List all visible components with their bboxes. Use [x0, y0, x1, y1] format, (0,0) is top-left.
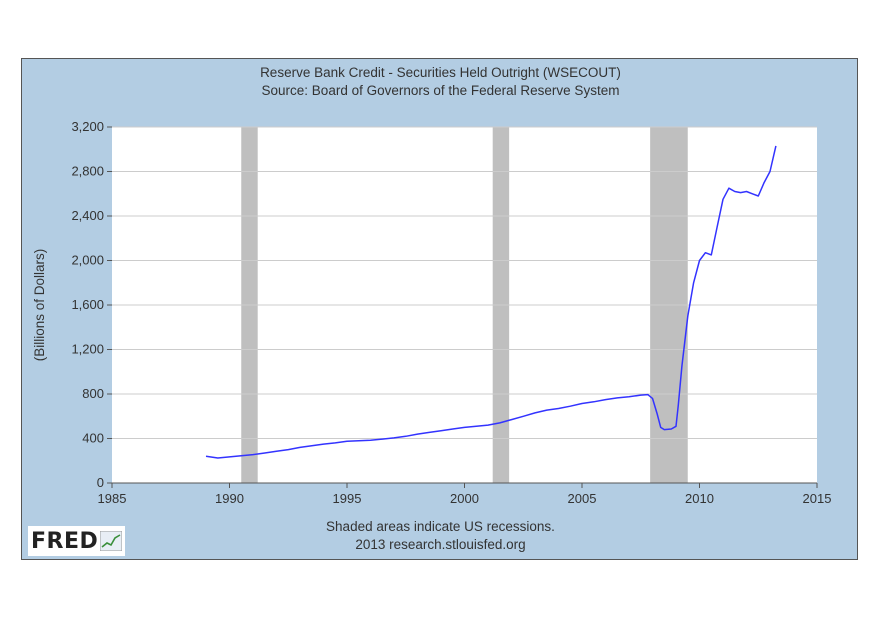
chart-subtitle: Source: Board of Governors of the Federa… — [261, 83, 620, 98]
source-url: 2013 research.stlouisfed.org — [355, 537, 526, 552]
y-tick-label: 2,000 — [71, 253, 104, 268]
chart-title: Reserve Bank Credit - Securities Held Ou… — [260, 65, 621, 80]
x-tick-label: 2010 — [685, 491, 714, 506]
mini-chart-icon — [100, 531, 123, 551]
y-tick-label: 0 — [97, 475, 104, 490]
y-tick-label: 2,400 — [71, 208, 104, 223]
series-line — [205, 145, 777, 459]
y-tick-label: 1,600 — [71, 297, 104, 312]
chart-plot: 0 400 800 1,200 1,600 2,000 2,400 2,800 3,200 198… — [32, 119, 832, 506]
x-tick-label: 1985 — [98, 491, 127, 506]
x-tick-label: 2000 — [450, 491, 479, 506]
x-tick-label: 2005 — [568, 491, 597, 506]
y-tick-label: 800 — [82, 386, 104, 401]
y-tick-label: 400 — [82, 431, 104, 446]
y-tick-label: 3,200 — [71, 119, 104, 134]
x-tick-label: 1990 — [215, 491, 244, 506]
y-tick-label: 1,200 — [71, 342, 104, 357]
y-tick-label: 2,800 — [71, 164, 104, 179]
y-axis-label: (Billions of Dollars) — [32, 249, 47, 362]
x-tick-label: 1995 — [333, 491, 362, 506]
chart-frame: Reserve Bank Credit - Securities Held Ou… — [21, 58, 858, 560]
recession-note: Shaded areas indicate US recessions. — [326, 519, 555, 534]
fred-logo-text: FRED — [31, 528, 99, 554]
x-tick-label: 2015 — [803, 491, 832, 506]
fred-logo: FRED — [28, 526, 126, 556]
